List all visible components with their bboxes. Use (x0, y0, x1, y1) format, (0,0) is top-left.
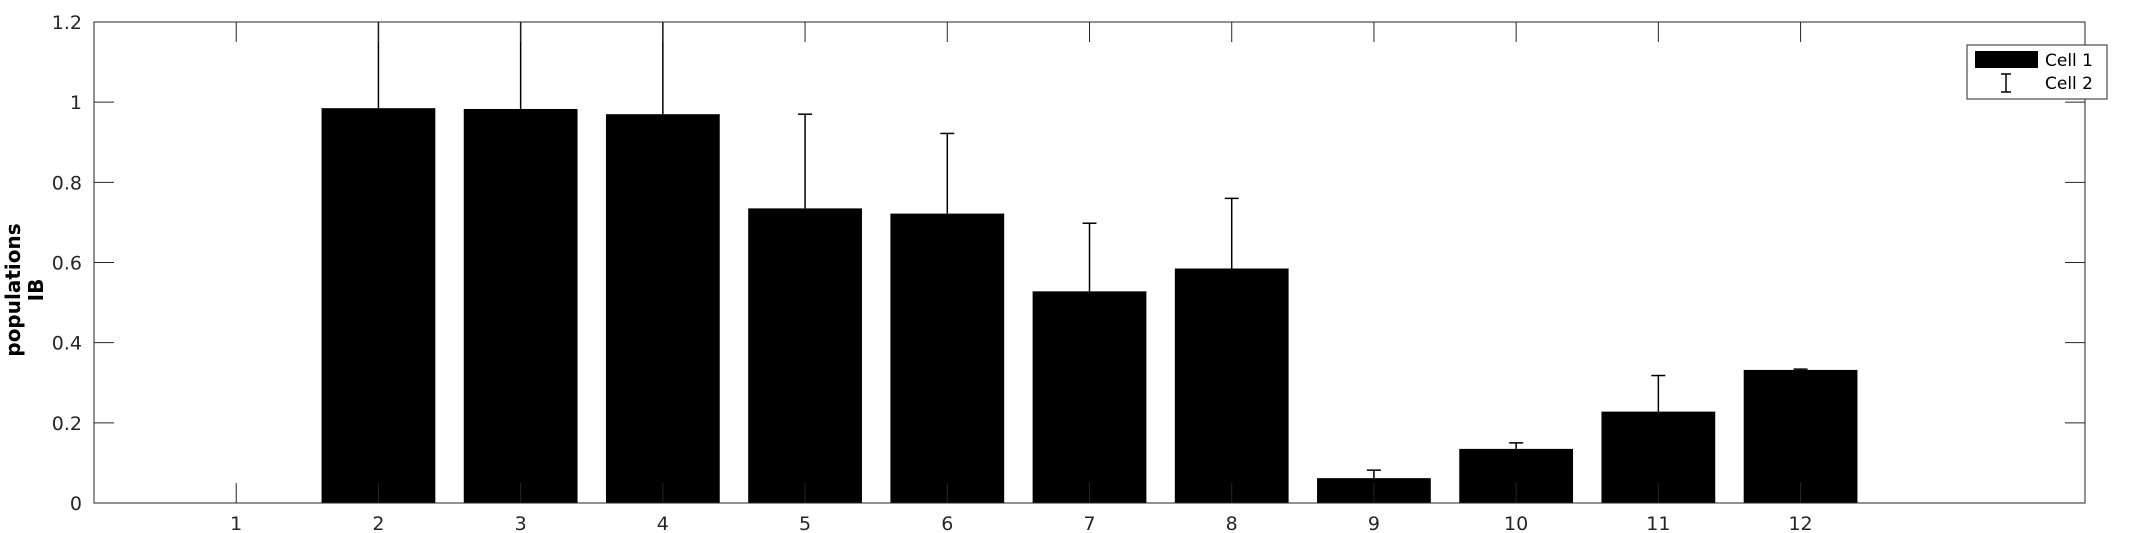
y-axis-label: populations IB (1, 223, 48, 356)
x-tick-label-9: 9 (1368, 513, 1380, 533)
x-tick-label-5: 5 (799, 513, 811, 533)
legend-errorbar-swatch (2001, 73, 2011, 93)
bar-4 (605, 114, 720, 504)
x-tick-label-7: 7 (1083, 513, 1095, 533)
y-axis-label-line-2: IB (24, 279, 48, 302)
y-tick-label-1: 1 (70, 92, 82, 114)
x-tick-label-11: 11 (1646, 513, 1670, 533)
legend-label-cell-2: Cell 2 (2045, 74, 2093, 94)
bar-6 (890, 213, 1005, 503)
y-tick-label-0: 0 (70, 493, 82, 515)
y-tick-label-0.2: 0.2 (52, 413, 82, 435)
y-axis-label-line-1: populations (1, 223, 25, 356)
y-tick-label-0.8: 0.8 (52, 172, 82, 194)
legend-bar-swatch (1975, 51, 2038, 68)
bar-5 (748, 208, 862, 503)
bar-12 (1743, 369, 1858, 503)
x-tick-label-8: 8 (1226, 513, 1238, 533)
bar-3 (463, 108, 578, 503)
y-tick-label-0.6: 0.6 (52, 253, 82, 275)
y-tick-label-1.2: 1.2 (52, 12, 82, 34)
x-tick-label-12: 12 (1788, 513, 1812, 533)
x-tick-label-2: 2 (372, 513, 384, 533)
bar-2 (321, 108, 436, 503)
legend-label-cell-1: Cell 1 (2045, 51, 2093, 71)
x-tick-label-4: 4 (657, 513, 669, 533)
y-tick-label-0.4: 0.4 (52, 333, 82, 355)
x-tick-label-6: 6 (941, 513, 953, 533)
x-tick-label-3: 3 (515, 513, 527, 533)
bar-7 (1032, 291, 1147, 503)
legend: Cell 1 Cell 2 (1966, 44, 2108, 100)
x-tick-label-1: 1 (230, 513, 242, 533)
x-tick-label-10: 10 (1504, 513, 1528, 533)
bar-8 (1174, 268, 1289, 503)
